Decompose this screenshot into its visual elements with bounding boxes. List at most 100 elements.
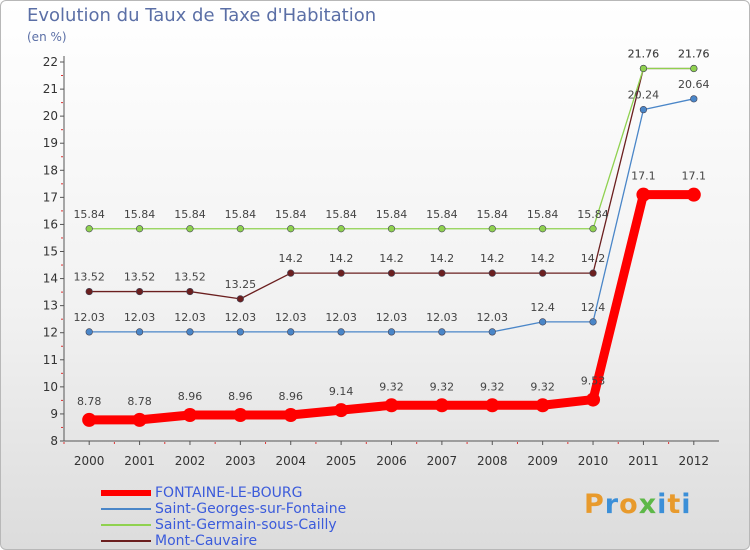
data-point: [636, 187, 651, 202]
y-tick-label: 9: [50, 407, 58, 421]
x-tick-label: 2007: [427, 454, 458, 468]
data-label: 14.2: [278, 252, 303, 265]
x-tick-label: 2009: [527, 454, 558, 468]
data-point: [236, 295, 244, 303]
data-point: [233, 408, 248, 423]
logo-letter: t: [667, 489, 682, 520]
data-point: [135, 287, 144, 296]
y-tick-label: 13: [43, 299, 58, 313]
y-tick-label: 18: [43, 163, 58, 177]
legend-swatch: [101, 524, 151, 526]
data-label: 14.2: [530, 252, 555, 265]
y-tick-label: 15: [43, 245, 58, 259]
data-point: [586, 392, 601, 407]
data-label: 12.03: [426, 311, 458, 324]
data-label: 13.52: [174, 271, 206, 284]
data-point: [690, 64, 698, 73]
proxiti-logo: Proxiti: [584, 489, 692, 520]
legend-label: Mont-Cauvaire: [155, 533, 258, 549]
data-point: [387, 225, 396, 233]
data-label: 12.03: [376, 311, 408, 324]
data-point: [186, 225, 194, 233]
data-point: [387, 269, 396, 277]
data-label: 12.03: [325, 311, 357, 324]
data-point: [589, 269, 597, 277]
data-point: [82, 412, 97, 427]
data-label: 21.76: [678, 47, 710, 60]
legend-label: FONTAINE-LE-BOURG: [155, 485, 303, 501]
data-label: 12.4: [530, 301, 555, 314]
data-label: 12.03: [477, 311, 509, 324]
data-point: [287, 328, 295, 336]
logo-letter: i: [657, 489, 668, 520]
legend-label: Saint-Georges-sur-Fontaine: [155, 501, 347, 517]
x-tick-label: 2002: [175, 454, 206, 468]
x-tick-label: 2004: [275, 454, 306, 468]
data-label: 13.52: [73, 271, 105, 284]
y-tick-label: 11: [43, 353, 58, 367]
data-point: [85, 328, 93, 336]
data-label: 15.84: [73, 208, 105, 221]
data-label: 13.25: [225, 278, 257, 291]
data-point: [488, 225, 496, 233]
data-point: [287, 269, 295, 277]
data-label: 21.76: [678, 47, 710, 60]
x-tick-label: 2003: [225, 454, 256, 468]
x-tick-label: 2000: [74, 454, 105, 468]
data-label: 21.76: [628, 47, 660, 60]
data-point: [135, 328, 144, 336]
data-label: 15.84: [124, 208, 156, 221]
logo-letter: x: [638, 489, 658, 520]
data-point: [132, 412, 147, 427]
data-point: [334, 403, 349, 418]
data-label: 12.03: [124, 311, 156, 324]
data-point: [539, 318, 547, 326]
x-tick-label: 2006: [376, 454, 407, 468]
data-point: [434, 398, 449, 413]
data-point: [337, 225, 345, 233]
data-label: 8.78: [127, 395, 152, 408]
x-tick-label: 2005: [326, 454, 357, 468]
data-point: [485, 398, 500, 413]
x-tick-label: 2010: [578, 454, 609, 468]
data-point: [186, 287, 194, 296]
data-point: [85, 225, 93, 233]
data-label: 15.84: [376, 208, 408, 221]
data-label: 12.03: [73, 311, 105, 324]
data-point: [535, 398, 550, 413]
y-tick-label: 21: [43, 82, 58, 96]
data-label: 14.2: [480, 252, 505, 265]
data-point: [182, 408, 197, 423]
y-tick-label: 10: [43, 380, 58, 394]
y-tick-label: 8: [50, 434, 58, 448]
y-tick-label: 14: [43, 272, 58, 286]
y-tick-label: 12: [43, 326, 58, 340]
data-label: 15.84: [477, 208, 509, 221]
data-point: [236, 225, 244, 233]
data-point: [488, 269, 496, 277]
data-label: 12.03: [275, 311, 307, 324]
data-label: 9.32: [379, 380, 404, 393]
data-point: [387, 328, 396, 336]
data-label: 9.14: [329, 385, 354, 398]
data-label: 14.2: [329, 252, 354, 265]
data-label: 9.32: [430, 380, 455, 393]
series-line-2: [88, 67, 695, 230]
data-label: 12.03: [174, 311, 206, 324]
data-point: [438, 328, 446, 336]
data-point: [539, 269, 547, 277]
data-point: [85, 287, 93, 296]
data-label: 15.84: [426, 208, 458, 221]
data-point: [384, 398, 399, 413]
y-tick-label: 16: [43, 217, 58, 231]
data-label: 17.1: [682, 170, 707, 183]
data-label: 15.84: [275, 208, 307, 221]
data-point: [686, 187, 701, 202]
data-point: [639, 64, 648, 73]
logo-letter: r: [604, 489, 620, 520]
data-label: 12.4: [581, 301, 606, 314]
data-point: [438, 225, 446, 233]
logo-letter: i: [681, 489, 692, 520]
